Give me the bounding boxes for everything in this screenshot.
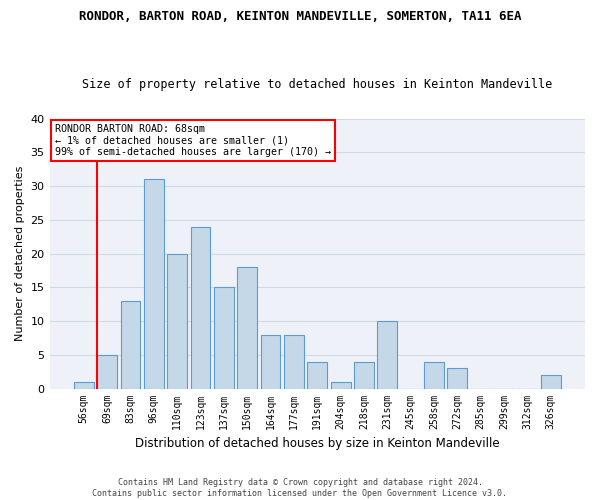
- Text: RONDOR BARTON ROAD: 68sqm
← 1% of detached houses are smaller (1)
99% of semi-de: RONDOR BARTON ROAD: 68sqm ← 1% of detach…: [55, 124, 331, 157]
- Bar: [144, 180, 164, 388]
- Bar: [260, 334, 280, 388]
- Bar: [448, 368, 467, 388]
- Bar: [238, 267, 257, 388]
- Bar: [97, 355, 117, 388]
- Bar: [354, 362, 374, 388]
- Text: RONDOR, BARTON ROAD, KEINTON MANDEVILLE, SOMERTON, TA11 6EA: RONDOR, BARTON ROAD, KEINTON MANDEVILLE,…: [79, 10, 521, 23]
- Bar: [284, 334, 304, 388]
- Y-axis label: Number of detached properties: Number of detached properties: [15, 166, 25, 341]
- Bar: [121, 301, 140, 388]
- Text: Contains HM Land Registry data © Crown copyright and database right 2024.
Contai: Contains HM Land Registry data © Crown c…: [92, 478, 508, 498]
- Bar: [424, 362, 444, 388]
- Bar: [541, 375, 560, 388]
- Bar: [377, 321, 397, 388]
- Bar: [214, 288, 234, 388]
- Title: Size of property relative to detached houses in Keinton Mandeville: Size of property relative to detached ho…: [82, 78, 553, 91]
- X-axis label: Distribution of detached houses by size in Keinton Mandeville: Distribution of detached houses by size …: [135, 437, 500, 450]
- Bar: [167, 254, 187, 388]
- Bar: [331, 382, 350, 388]
- Bar: [74, 382, 94, 388]
- Bar: [307, 362, 327, 388]
- Bar: [191, 226, 211, 388]
